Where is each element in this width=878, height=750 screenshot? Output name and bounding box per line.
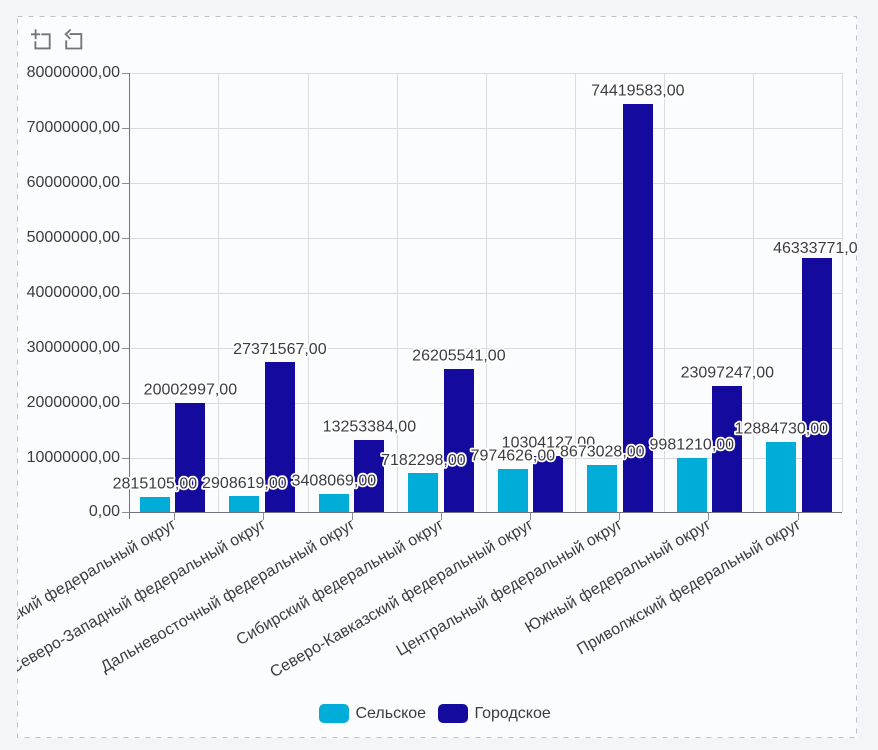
svg-text:9981210,00: 9981210,00 <box>650 436 735 453</box>
svg-text:7974626,00: 7974626,00 <box>471 447 556 464</box>
svg-text:8673028,00: 8673028,00 <box>560 444 645 461</box>
svg-text:13253384,00: 13253384,00 <box>323 418 417 435</box>
svg-text:26205541,00: 26205541,00 <box>412 347 506 364</box>
svg-text:27371567,00: 27371567,00 <box>233 341 327 358</box>
svg-text:3408069,00: 3408069,00 <box>292 473 377 490</box>
svg-text:12884730,00: 12884730,00 <box>735 421 829 438</box>
svg-text:20002997,00: 20002997,00 <box>144 381 238 398</box>
svg-text:7182298,00: 7182298,00 <box>381 452 466 469</box>
svg-text:23097247,00: 23097247,00 <box>681 364 775 381</box>
svg-text:46333771,00: 46333771,00 <box>773 240 857 257</box>
svg-text:74419583,00: 74419583,00 <box>591 83 685 100</box>
svg-text:2815105,00: 2815105,00 <box>113 476 198 493</box>
svg-text:10304127,00: 10304127,00 <box>502 435 596 452</box>
svg-text:2908619,00: 2908619,00 <box>202 475 287 492</box>
